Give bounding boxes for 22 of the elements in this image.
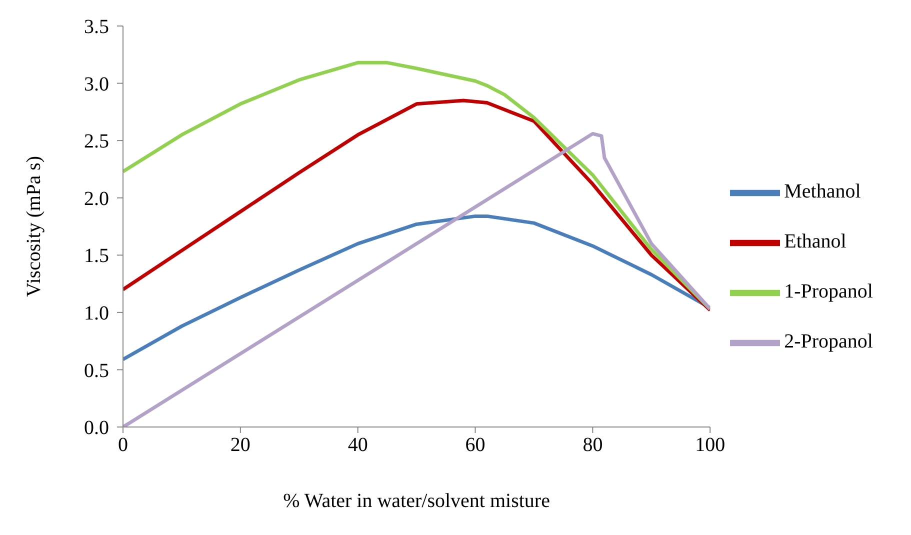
legend-label: Ethanol (784, 230, 846, 252)
y-tick-label: 0.5 (84, 360, 109, 382)
y-tick-label: 3.5 (84, 16, 109, 38)
y-tick-label: 1.0 (84, 302, 109, 325)
x-tick-label: 80 (582, 434, 603, 456)
x-tick-label: 60 (465, 434, 486, 456)
x-tick-label: 0 (118, 434, 128, 456)
y-tick-label: 3.0 (84, 73, 109, 96)
line-series (123, 98, 710, 312)
y-tick-label: 2.5 (84, 130, 109, 153)
y-tick-label: 1.5 (84, 245, 109, 268)
x-tick-label: 40 (348, 434, 368, 456)
x-tick-label: 20 (230, 434, 250, 456)
y-tick-label: 0.0 (84, 417, 109, 440)
y-axis-title: Viscosity (mPa s) (23, 156, 46, 298)
line-series (123, 214, 710, 362)
x-tick-label: 100 (695, 434, 726, 456)
legend-label: Methanol (784, 180, 861, 202)
y-tick-label: 2.0 (84, 188, 109, 210)
legend-label: 2-Propanol (784, 330, 873, 352)
x-axis-title: % Water in water/solvent misture (283, 490, 550, 512)
legend-label: 1-Propanol (784, 280, 873, 302)
